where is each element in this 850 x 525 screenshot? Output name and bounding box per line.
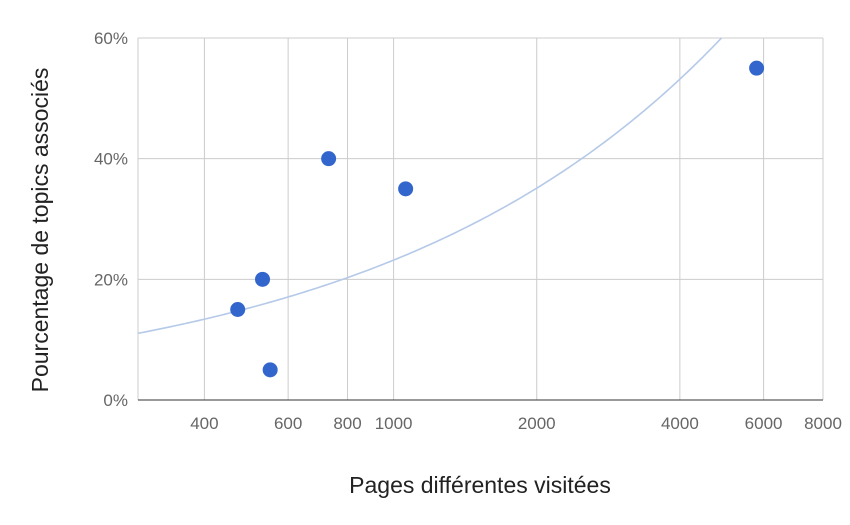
x-tick-label: 6000 — [745, 414, 783, 433]
x-tick-label: 400 — [190, 414, 218, 433]
data-points — [230, 60, 765, 378]
x-tick-label: 8000 — [804, 414, 842, 433]
x-tick-labels: 400 600 800 1000 2000 4000 6000 8000 — [190, 414, 842, 433]
y-tick-label: 60% — [94, 29, 128, 48]
x-tick-label: 2000 — [518, 414, 556, 433]
y-axis-title: Pourcentage de topics associés — [27, 68, 53, 393]
trendline-layer — [137, 37, 723, 335]
y-gridlines — [138, 37, 823, 401]
data-point[interactable] — [749, 60, 765, 76]
data-point[interactable] — [398, 181, 414, 197]
x-tick-label: 1000 — [375, 414, 413, 433]
trendline — [137, 37, 723, 335]
data-point[interactable] — [262, 362, 278, 378]
x-tick-label: 4000 — [661, 414, 699, 433]
y-tick-label: 20% — [94, 270, 128, 289]
x-gridlines — [137, 38, 824, 400]
y-tick-label: 0% — [103, 391, 128, 410]
y-tick-labels: 0% 20% 40% 60% — [94, 29, 128, 410]
x-axis-title: Pages différentes visitées — [349, 472, 611, 498]
x-tick-label: 800 — [333, 414, 361, 433]
data-point[interactable] — [321, 151, 337, 167]
y-tick-label: 40% — [94, 150, 128, 169]
data-point[interactable] — [255, 271, 271, 287]
data-point[interactable] — [230, 302, 246, 317]
x-tick-label: 600 — [274, 414, 302, 433]
